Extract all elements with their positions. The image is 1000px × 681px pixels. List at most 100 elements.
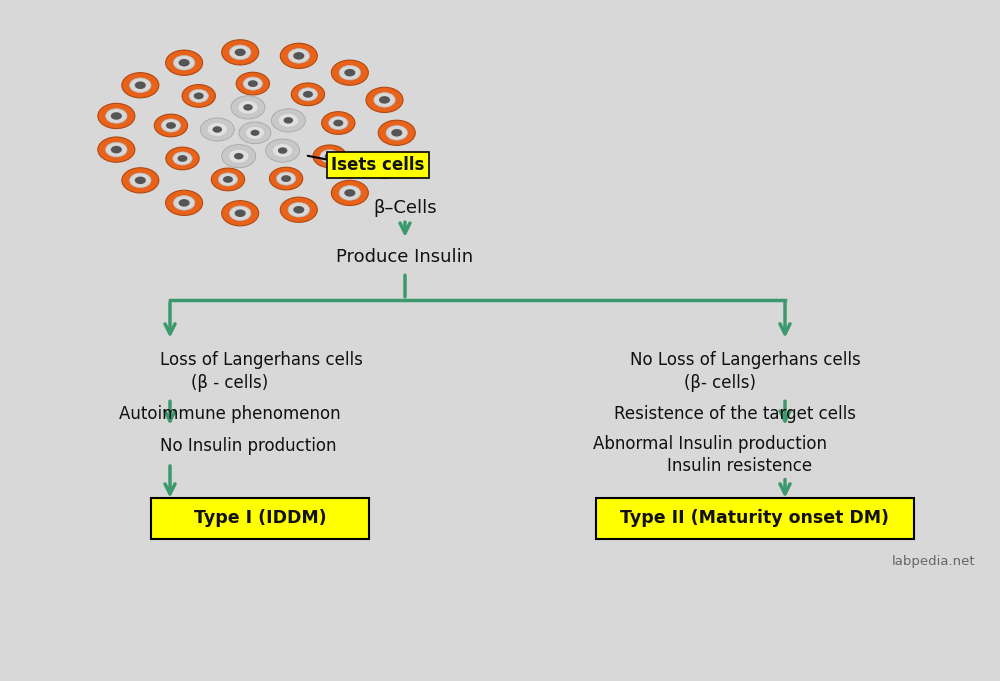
Circle shape bbox=[177, 155, 187, 162]
Circle shape bbox=[179, 199, 190, 206]
Circle shape bbox=[154, 114, 188, 137]
Text: Autoimmune phenomenon: Autoimmune phenomenon bbox=[119, 405, 341, 423]
Circle shape bbox=[391, 129, 402, 137]
Circle shape bbox=[166, 147, 199, 170]
Circle shape bbox=[248, 80, 258, 87]
Circle shape bbox=[182, 84, 215, 108]
Circle shape bbox=[288, 202, 310, 217]
Circle shape bbox=[243, 77, 262, 90]
Circle shape bbox=[229, 206, 251, 221]
Circle shape bbox=[293, 52, 304, 60]
Circle shape bbox=[236, 72, 269, 95]
Circle shape bbox=[130, 173, 151, 188]
Circle shape bbox=[211, 168, 245, 191]
Circle shape bbox=[135, 82, 146, 89]
Circle shape bbox=[339, 65, 361, 80]
FancyBboxPatch shape bbox=[596, 498, 914, 539]
Text: (β - cells): (β - cells) bbox=[191, 374, 269, 392]
Circle shape bbox=[189, 89, 208, 103]
Circle shape bbox=[218, 173, 238, 186]
Circle shape bbox=[280, 197, 317, 222]
Circle shape bbox=[374, 93, 395, 107]
Text: β–Cells: β–Cells bbox=[373, 199, 437, 217]
Circle shape bbox=[130, 78, 151, 93]
Circle shape bbox=[291, 83, 325, 106]
Circle shape bbox=[200, 118, 234, 141]
Text: Loss of Langerhans cells: Loss of Langerhans cells bbox=[160, 351, 363, 368]
Circle shape bbox=[245, 126, 265, 140]
Circle shape bbox=[235, 48, 246, 56]
Circle shape bbox=[173, 195, 195, 210]
Circle shape bbox=[251, 130, 259, 136]
Circle shape bbox=[271, 109, 305, 132]
Circle shape bbox=[106, 142, 127, 157]
Circle shape bbox=[313, 145, 346, 168]
Circle shape bbox=[344, 189, 355, 197]
Circle shape bbox=[293, 206, 304, 214]
Circle shape bbox=[98, 137, 135, 162]
Circle shape bbox=[281, 175, 291, 182]
Text: labpedia.net: labpedia.net bbox=[891, 555, 975, 569]
Circle shape bbox=[379, 96, 390, 104]
Circle shape bbox=[331, 180, 368, 206]
Circle shape bbox=[284, 117, 293, 124]
Text: No Loss of Langerhans cells: No Loss of Langerhans cells bbox=[630, 351, 861, 368]
Circle shape bbox=[135, 176, 146, 184]
Circle shape bbox=[122, 168, 159, 193]
Circle shape bbox=[111, 112, 122, 120]
Text: Produce Insulin: Produce Insulin bbox=[336, 249, 474, 266]
Circle shape bbox=[122, 73, 159, 98]
Circle shape bbox=[106, 109, 127, 123]
Circle shape bbox=[331, 60, 368, 85]
Circle shape bbox=[235, 210, 246, 217]
Text: No Insulin production: No Insulin production bbox=[160, 437, 336, 455]
Circle shape bbox=[161, 119, 181, 132]
Text: Insulin resistence: Insulin resistence bbox=[667, 458, 813, 475]
Circle shape bbox=[207, 123, 228, 136]
Circle shape bbox=[278, 147, 287, 154]
Text: (β- cells): (β- cells) bbox=[684, 374, 756, 392]
Circle shape bbox=[329, 116, 348, 129]
Circle shape bbox=[333, 120, 343, 127]
Circle shape bbox=[166, 190, 203, 215]
Circle shape bbox=[325, 153, 335, 160]
Circle shape bbox=[374, 159, 395, 173]
Circle shape bbox=[344, 69, 355, 76]
Circle shape bbox=[243, 104, 253, 110]
Circle shape bbox=[222, 39, 259, 65]
Circle shape bbox=[379, 162, 390, 170]
Text: Abnormal Insulin production: Abnormal Insulin production bbox=[593, 435, 827, 453]
Text: Type II (Maturity onset DM): Type II (Maturity onset DM) bbox=[620, 509, 890, 527]
Circle shape bbox=[229, 149, 249, 163]
Circle shape bbox=[222, 144, 256, 168]
Circle shape bbox=[266, 139, 300, 162]
Circle shape bbox=[223, 176, 233, 183]
Circle shape bbox=[298, 88, 318, 101]
Circle shape bbox=[173, 152, 192, 165]
Circle shape bbox=[322, 112, 355, 134]
Circle shape bbox=[179, 59, 190, 67]
Circle shape bbox=[231, 96, 265, 119]
Circle shape bbox=[272, 144, 293, 157]
Circle shape bbox=[269, 168, 303, 190]
Circle shape bbox=[238, 100, 258, 114]
Circle shape bbox=[98, 104, 135, 129]
Circle shape bbox=[303, 91, 313, 97]
Circle shape bbox=[234, 153, 243, 159]
Text: Type I (IDDM): Type I (IDDM) bbox=[194, 509, 326, 527]
Circle shape bbox=[111, 146, 122, 153]
Circle shape bbox=[386, 125, 407, 140]
Circle shape bbox=[173, 55, 195, 70]
Circle shape bbox=[378, 120, 415, 145]
Circle shape bbox=[288, 48, 310, 63]
Circle shape bbox=[366, 87, 403, 112]
Circle shape bbox=[320, 150, 339, 163]
Text: Isets cells: Isets cells bbox=[331, 156, 425, 174]
Circle shape bbox=[166, 122, 176, 129]
Circle shape bbox=[276, 172, 296, 185]
Circle shape bbox=[280, 44, 317, 69]
Circle shape bbox=[213, 126, 222, 133]
Circle shape bbox=[366, 153, 403, 178]
Circle shape bbox=[278, 114, 299, 127]
Circle shape bbox=[222, 201, 259, 226]
